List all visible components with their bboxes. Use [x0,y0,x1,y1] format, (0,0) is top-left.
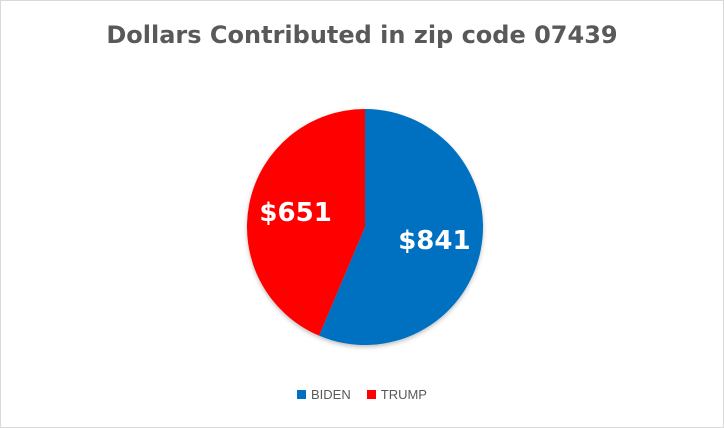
legend: BIDEN TRUMP [1,387,723,402]
pie-slice-trump [247,109,365,336]
legend-item-biden: BIDEN [297,387,351,402]
legend-swatch-biden [297,390,307,399]
legend-label-biden: BIDEN [311,387,351,402]
legend-label-trump: TRUMP [380,387,427,402]
data-label-biden: $841 [398,226,470,256]
legend-swatch-trump [366,390,376,399]
chart-title: Dollars Contributed in zip code 07439 [106,21,618,49]
data-label-trump: $651 [259,198,331,228]
legend-item-trump: TRUMP [366,387,427,402]
pie-slice-biden [319,109,483,345]
